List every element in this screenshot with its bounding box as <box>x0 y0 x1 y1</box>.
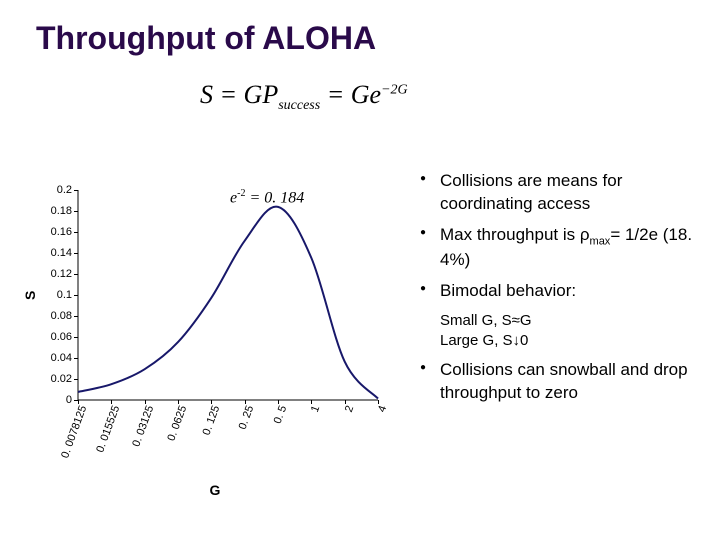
x-tick-mark <box>278 400 279 404</box>
x-tick: 0. 0078125 <box>59 404 89 460</box>
x-tick: 0. 0625 <box>165 404 189 443</box>
formula-G: G <box>244 80 263 109</box>
y-tick: 0.2 <box>57 184 72 196</box>
x-tick: 0. 015525 <box>95 404 123 454</box>
y-tick: 0.1 <box>57 289 72 301</box>
bullet-list: Collisions are means for coordinating ac… <box>420 170 710 413</box>
page-title: Throughput of ALOHA <box>36 20 376 57</box>
y-tick: 0.02 <box>51 373 72 385</box>
x-tick-mark <box>178 400 179 404</box>
rho-symbol: ρ <box>580 225 590 244</box>
x-tick: 0. 5 <box>272 404 290 425</box>
x-tick-mark <box>145 400 146 404</box>
x-tick-mark <box>311 400 312 404</box>
y-tick: 0.06 <box>51 331 72 343</box>
x-tick: 4 <box>376 404 389 414</box>
x-tick-mark <box>378 400 379 404</box>
x-tick: 0. 03125 <box>130 404 156 448</box>
x-tick-mark <box>78 400 79 404</box>
formula-exp: −2G <box>381 82 408 97</box>
formula-eq1: = <box>213 80 244 109</box>
x-tick-mark <box>111 400 112 404</box>
x-tick: 1 <box>309 404 322 414</box>
sub-bullets: Small G, S≈G Large G, S↓0 <box>440 311 710 352</box>
formula-eq2: = <box>320 80 351 109</box>
bullet-2-pre: Max throughput is <box>440 225 580 244</box>
x-tick: 0. 125 <box>201 404 223 437</box>
y-tick: 0.16 <box>51 226 72 238</box>
plot-area: 0.20.180.160.140.120.10.080.060.040.0200… <box>78 190 378 400</box>
throughput-chart: S 0.20.180.160.140.120.10.080.060.040.02… <box>30 180 400 480</box>
bullet-2: Max throughput is ρmax= 1/2e (18. 4%) <box>420 224 710 272</box>
sub-bullet-2: Large G, S↓0 <box>440 331 710 351</box>
x-tick: 2 <box>343 404 356 414</box>
formula-e: e <box>370 80 382 109</box>
y-tick: 0.14 <box>51 247 72 259</box>
formula-Psub: success <box>278 98 320 113</box>
formula-S: S <box>200 80 213 109</box>
bullet-1: Collisions are means for coordinating ac… <box>420 170 710 216</box>
y-tick: 0.18 <box>51 205 72 217</box>
x-tick: 0. 25 <box>236 404 256 431</box>
formula-G2: G <box>351 80 370 109</box>
y-tick: 0.12 <box>51 268 72 280</box>
rho-sub: max <box>590 235 611 247</box>
x-tick-mark <box>211 400 212 404</box>
slide-root: { "title": "Throughput of ALOHA", "formu… <box>0 0 720 540</box>
y-axis-label: S <box>22 291 38 300</box>
sub-bullet-1: Small G, S≈G <box>440 311 710 331</box>
x-axis-label: G <box>210 482 221 498</box>
x-tick-mark <box>245 400 246 404</box>
y-tick: 0.08 <box>51 310 72 322</box>
bullet-4: Collisions can snowball and drop through… <box>420 359 710 405</box>
y-tick: 0.04 <box>51 352 72 364</box>
x-tick-mark <box>345 400 346 404</box>
formula-P: P <box>262 80 278 109</box>
chart-svg <box>78 190 378 400</box>
bullet-3: Bimodal behavior: <box>420 280 710 303</box>
formula: S = GPsuccess = Ge−2G <box>200 80 408 114</box>
throughput-curve <box>78 207 378 399</box>
y-tick: 0 <box>66 394 72 406</box>
